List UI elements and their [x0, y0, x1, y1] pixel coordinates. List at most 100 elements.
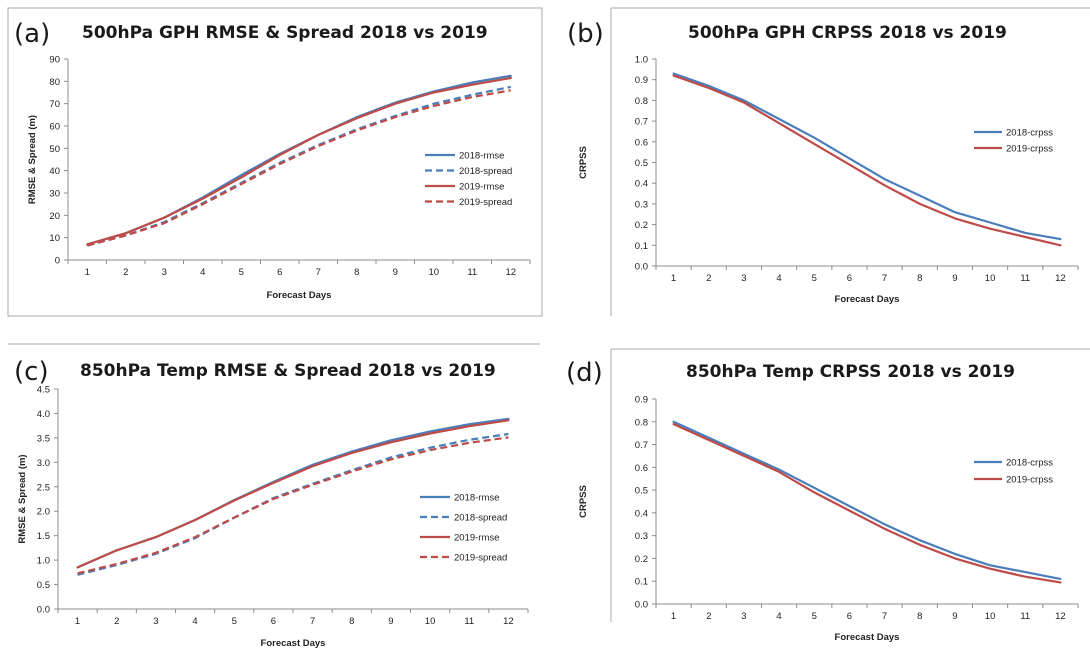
y-tick-label: 0.1: [635, 241, 648, 252]
y-tick-label: 0.8: [635, 417, 648, 428]
x-tick-label: 10: [425, 616, 436, 627]
x-tick-label: 8: [917, 611, 922, 622]
x-tick-label: 9: [388, 616, 393, 627]
x-tick-label: 12: [1055, 273, 1066, 284]
legend-label: 2019-rmse: [454, 533, 499, 544]
x-tick-label: 7: [882, 273, 887, 284]
panel-letter: (a): [14, 19, 50, 49]
y-tick-label: 0: [55, 256, 60, 267]
x-tick-label: 10: [985, 611, 996, 622]
x-tick-label: 12: [505, 267, 516, 278]
x-tick-label: 4: [776, 273, 781, 284]
legend-label: 2018-rmse: [454, 493, 499, 504]
y-tick-label: 0.7: [635, 440, 648, 451]
legend-label: 2019-spread: [454, 553, 507, 564]
x-tick-label: 6: [847, 611, 852, 622]
x-tick-label: 12: [1055, 611, 1066, 622]
chart-title: 850hPa Temp CRPSS 2018 vs 2019: [686, 362, 1015, 382]
x-tick-label: 11: [464, 616, 474, 627]
series-line-2019-crpss: [672, 74, 1062, 247]
x-tick-label: 8: [349, 616, 354, 627]
y-tick-label: 0.5: [635, 158, 648, 169]
legend-label: 2019-crpss: [1006, 475, 1053, 486]
legend-label: 2019-spread: [459, 197, 512, 208]
x-tick-label: 7: [882, 611, 887, 622]
y-tick-label: 0.2: [635, 554, 648, 565]
chart-frame: [7, 7, 543, 317]
x-tick-label: 4: [200, 267, 205, 278]
y-tick-label: 0.8: [635, 96, 648, 107]
x-tick-label: 5: [812, 611, 817, 622]
series-line-2019-spread: [77, 436, 509, 575]
y-tick-label: 0.3: [635, 531, 648, 542]
legend-label: 2018-rmse: [459, 151, 504, 162]
series-line-2018-spread: [77, 432, 509, 576]
x-tick-label: 6: [277, 267, 282, 278]
x-axis-label: Forecast Days: [261, 638, 326, 649]
series-line-2019-rmse: [76, 419, 510, 569]
y-tick-label: 90: [49, 55, 60, 66]
y-tick-label: 1.5: [37, 531, 50, 542]
y-tick-label: 0.9: [635, 75, 648, 86]
series-line-2018-crpss: [672, 420, 1062, 581]
y-tick-label: 0.4: [635, 179, 648, 190]
x-axis-label: Forecast Days: [267, 290, 332, 301]
y-tick-label: 10: [49, 233, 60, 244]
series-line-2019-crpss: [672, 423, 1062, 584]
y-axis-label: RMSE & Spread (m): [17, 454, 28, 543]
x-tick-label: 3: [741, 611, 746, 622]
x-tick-label: 7: [310, 616, 315, 627]
x-tick-label: 9: [952, 611, 957, 622]
x-tick-label: 5: [812, 273, 817, 284]
x-tick-label: 11: [467, 267, 477, 278]
y-tick-label: 70: [49, 99, 60, 110]
x-tick-label: 2: [706, 611, 711, 622]
x-tick-label: 9: [952, 273, 957, 284]
legend-label: 2019-crpss: [1006, 144, 1053, 155]
x-tick-label: 3: [153, 616, 158, 627]
y-axis-label: CRPSS: [578, 485, 589, 518]
y-tick-label: 0.3: [635, 199, 648, 210]
x-tick-label: 1: [671, 273, 676, 284]
y-tick-label: 0.0: [635, 600, 648, 611]
panel-letter: (b): [567, 19, 604, 49]
y-axis-label: RMSE & Spread (m): [27, 115, 38, 204]
legend-label: 2019-rmse: [459, 182, 504, 193]
legend-label: 2018-crpss: [1006, 458, 1053, 469]
x-tick-label: 2: [706, 273, 711, 284]
x-tick-label: 1: [85, 267, 90, 278]
x-tick-label: 11: [1020, 611, 1030, 622]
y-tick-label: 3.5: [37, 433, 50, 444]
y-tick-label: 1.0: [37, 556, 50, 567]
y-tick-label: 80: [49, 77, 60, 88]
x-tick-label: 4: [192, 616, 197, 627]
y-tick-label: 0.5: [37, 580, 50, 591]
x-tick-label: 11: [1020, 273, 1030, 284]
chart-panel-a: (a) 500hPa GPH RMSE & Spread 2018 vs 2019…: [7, 7, 543, 317]
y-tick-label: 0.2: [635, 220, 648, 231]
x-tick-label: 6: [271, 616, 276, 627]
y-tick-label: 0.7: [635, 117, 648, 128]
series-line-2019-spread: [87, 89, 511, 247]
x-axis-label: Forecast Days: [835, 632, 900, 643]
series-line-2018-crpss: [672, 72, 1062, 241]
x-tick-label: 9: [393, 267, 398, 278]
panel-letter: (d): [566, 358, 603, 388]
x-tick-label: 1: [75, 616, 80, 627]
x-tick-label: 8: [917, 273, 922, 284]
x-tick-label: 2: [114, 616, 119, 627]
y-tick-label: 4.0: [37, 409, 50, 420]
y-tick-label: 4.5: [37, 385, 50, 396]
y-tick-label: 2.5: [37, 482, 50, 493]
y-tick-label: 2.0: [37, 507, 50, 518]
x-tick-label: 10: [985, 273, 996, 284]
y-tick-label: 0.6: [635, 137, 648, 148]
y-tick-label: 0.5: [635, 486, 648, 497]
series-line-2019-rmse: [86, 76, 512, 246]
x-tick-label: 12: [503, 616, 514, 627]
x-tick-label: 1: [671, 611, 676, 622]
y-tick-label: 1.0: [635, 55, 648, 66]
y-tick-label: 3.0: [37, 458, 50, 469]
x-tick-label: 7: [316, 267, 321, 278]
